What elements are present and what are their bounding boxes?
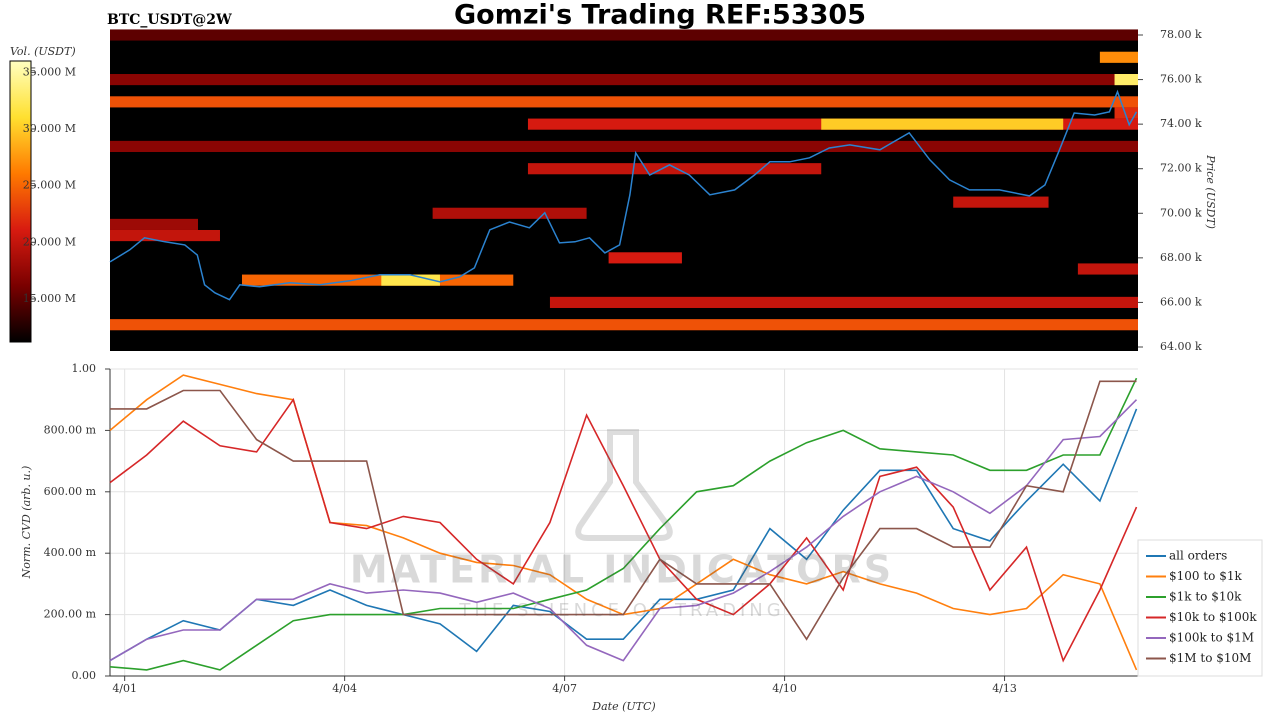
watermark-text: MATERIAL INDICATORS	[350, 548, 894, 592]
colorbar-tick-label: 35.000 M	[23, 65, 76, 78]
subtitle: BTC_USDT@2W	[107, 12, 232, 28]
y-axis-label: Norm. CVD (arb. u.)	[20, 466, 33, 580]
y-axis-label: Price (USDT)	[1204, 154, 1217, 229]
heat-cell	[821, 118, 1064, 130]
heat-cell	[1077, 263, 1138, 275]
y-tick-label: 72.00 k	[1160, 162, 1202, 175]
heat-cell	[1114, 107, 1138, 119]
heat-cell	[381, 274, 440, 286]
y-tick-label: 78.00 k	[1160, 28, 1202, 41]
legend-box	[1137, 539, 1263, 677]
legend-label: all orders	[1169, 549, 1227, 563]
x-axis-label: Date (UTC)	[591, 700, 655, 713]
x-tick-label: 4/13	[992, 682, 1017, 695]
heat-cell	[110, 96, 1138, 108]
x-tick-label: 4/04	[332, 682, 357, 695]
heat-cell	[953, 196, 1049, 208]
heat-cell	[1099, 51, 1138, 63]
colorbar-tick-label: 15.000 M	[23, 292, 76, 305]
y-tick-label: 1.00	[72, 362, 97, 375]
legend-label: $100 to $1k	[1169, 569, 1242, 583]
colorbar-tick-label: 20.000 M	[23, 235, 76, 248]
y-tick-label: 400.00 m	[44, 546, 97, 559]
heat-cell	[1114, 74, 1138, 86]
watermark-icon	[575, 429, 673, 541]
heat-cell	[432, 207, 587, 219]
cvd-line	[109, 399, 1138, 662]
x-tick-label: 4/01	[112, 682, 137, 695]
colorbar-tick-label: 25.000 M	[23, 179, 76, 192]
cvd-line	[109, 408, 1138, 662]
y-tick-label: 0.00	[72, 669, 97, 682]
heat-cell	[110, 319, 1138, 331]
legend-label: $1M to $10M	[1169, 651, 1251, 665]
y-tick-label: 600.00 m	[44, 485, 97, 498]
y-tick-label: 800.00 m	[44, 423, 97, 436]
heat-cell	[241, 274, 514, 286]
heat-cell	[527, 163, 822, 175]
x-tick-label: 4/10	[772, 682, 797, 695]
title: Gomzi's Trading REF:53305	[454, 0, 866, 31]
cvd-area	[110, 369, 1138, 676]
heat-cell	[110, 229, 220, 242]
watermark-subtext: THE SCIENCE OF TRADING	[458, 600, 784, 621]
heat-cell	[110, 218, 198, 230]
y-tick-label: 70.00 k	[1160, 206, 1202, 219]
legend: all orders $100 to $1k $1k to $10k $10k to …	[1137, 539, 1263, 677]
watermark: MATERIAL INDICATORS THE SCIENCE OF TRADI…	[350, 429, 894, 621]
colorbar-label: Vol. (USDT)	[10, 45, 76, 58]
cvd-line	[110, 380, 1137, 641]
cvd-line	[109, 377, 1138, 671]
y-tick-label: 74.00 k	[1160, 117, 1202, 130]
heat-cell	[549, 296, 1138, 308]
heat-cell	[608, 252, 682, 264]
y-tick-label: 68.00 k	[1160, 251, 1202, 264]
y-tick-label: 200.00 m	[44, 608, 97, 621]
heat-cell	[110, 29, 1138, 41]
y-tick-label: 66.00 k	[1160, 295, 1202, 308]
x-tick-label: 4/07	[552, 682, 577, 695]
y-tick-label: 76.00 k	[1160, 73, 1202, 86]
colorbar	[9, 60, 32, 343]
legend-label: $10k to $100k	[1169, 610, 1257, 624]
y-tick-label: 64.00 k	[1160, 340, 1202, 353]
legend-label: $100k to $1M	[1169, 631, 1254, 645]
price-line	[109, 89, 1138, 301]
legend-label: $1k to $10k	[1169, 590, 1242, 604]
heat-cell	[110, 140, 1138, 152]
cvd-line	[109, 397, 1138, 663]
colorbar-tick-label: 30.000 M	[23, 122, 76, 135]
heat-cell	[110, 74, 1138, 86]
